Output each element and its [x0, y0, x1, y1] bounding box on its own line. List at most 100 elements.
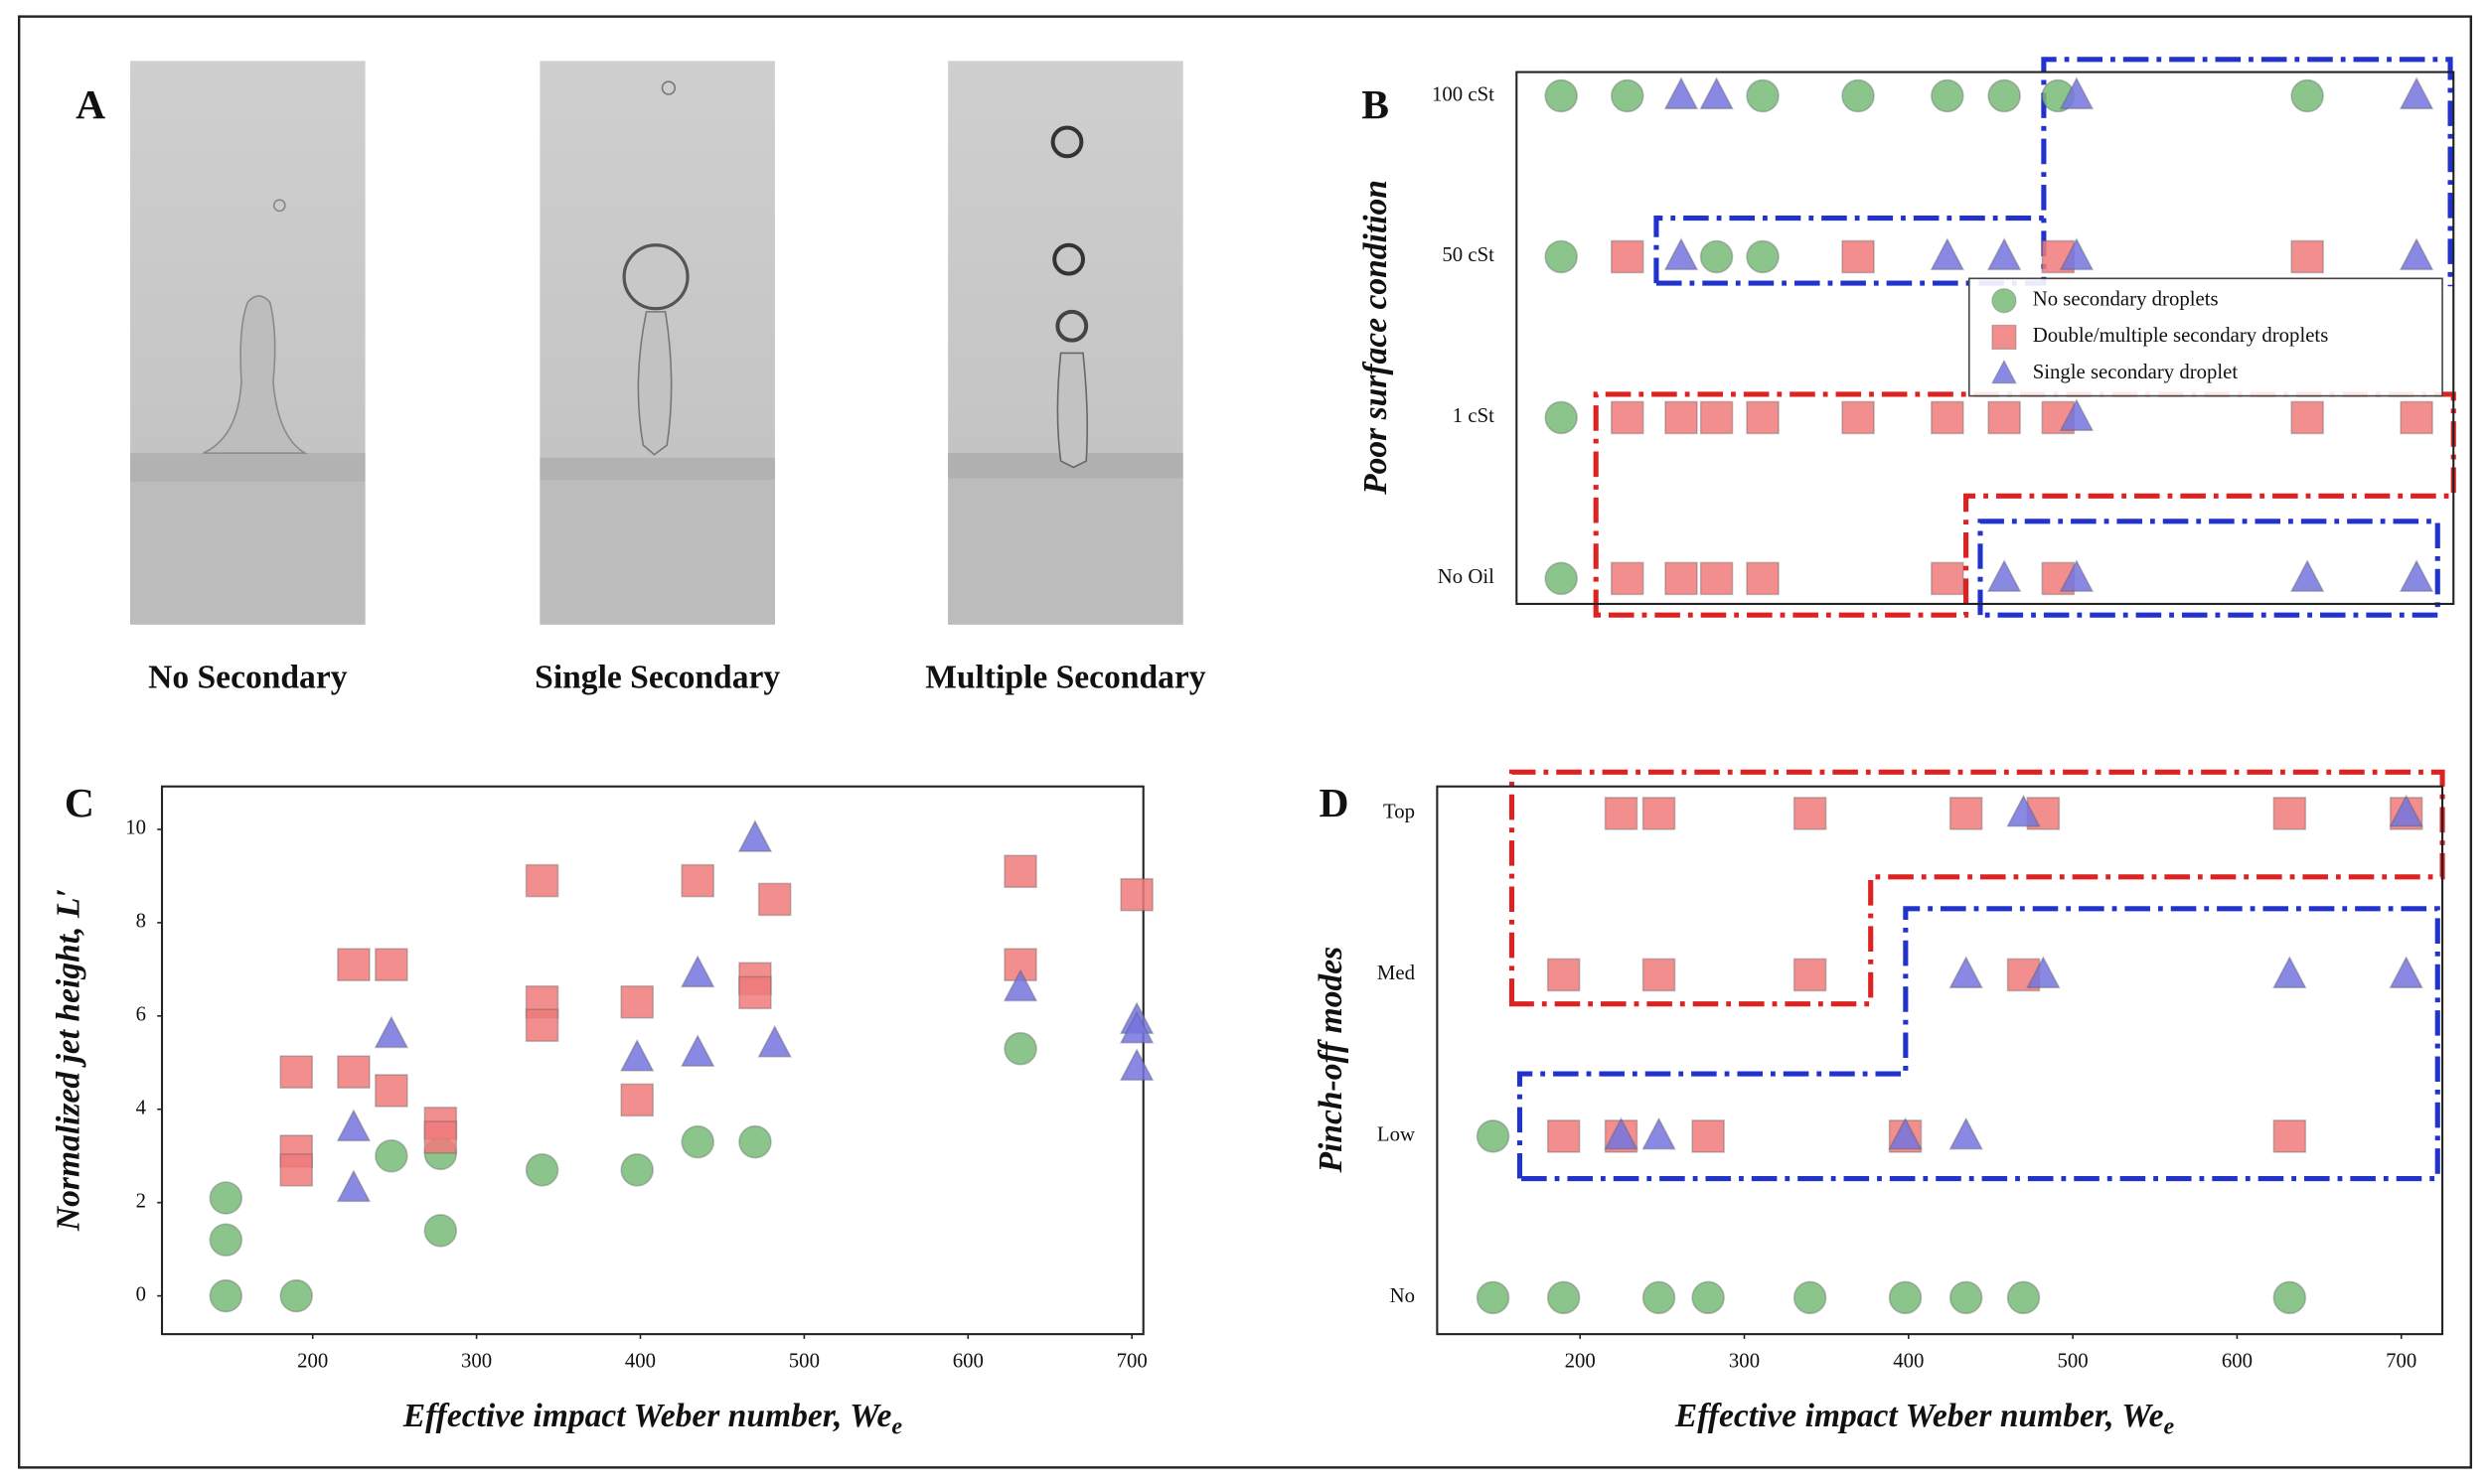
point	[1610, 239, 1644, 274]
point	[1691, 1280, 1725, 1315]
point	[1948, 956, 1983, 988]
point	[1948, 1280, 1983, 1315]
point	[1120, 877, 1154, 912]
point	[1546, 1119, 1581, 1153]
photo-no-secondary	[130, 61, 366, 625]
y-tick-label: 10	[125, 816, 146, 839]
point	[2289, 559, 2325, 592]
y-tick-label: 0	[136, 1282, 146, 1305]
region-outlines	[1508, 57, 2456, 1182]
point	[757, 1024, 793, 1058]
point	[2059, 398, 2095, 432]
legend-label: Single secondary droplet	[2033, 361, 2239, 383]
x-tick-label: 700	[2386, 1350, 2416, 1373]
point	[1604, 1116, 1638, 1150]
y-tick-label: 2	[136, 1189, 146, 1212]
y-tick-label: Med	[1377, 962, 1416, 984]
point	[1699, 76, 1734, 110]
y-tick-label: Low	[1377, 1123, 1415, 1146]
point	[1746, 400, 1780, 435]
point	[1544, 561, 1578, 596]
point	[209, 1181, 243, 1215]
point	[1119, 1010, 1155, 1044]
point	[1746, 239, 1780, 274]
point	[620, 1083, 654, 1117]
point	[337, 1055, 371, 1089]
point	[2026, 956, 2061, 988]
point	[1746, 78, 1780, 113]
x-tick-label: 200	[297, 1350, 328, 1373]
point	[374, 1015, 409, 1049]
x-axis-label-main: Effective impact Weber number, We	[402, 1398, 892, 1434]
point	[525, 863, 559, 898]
y-tick-label: 6	[136, 1003, 146, 1026]
point	[1664, 561, 1698, 596]
plot-frame	[1436, 785, 2444, 1336]
y-tick-label: 4	[136, 1097, 147, 1119]
point	[1663, 237, 1699, 271]
x-axis-label: Effective impact Weber number, Wee	[1674, 1398, 2175, 1439]
x-axis-label-sub: e	[2164, 1413, 2175, 1439]
point	[1119, 1048, 1155, 1082]
point	[1610, 561, 1644, 596]
point	[680, 1034, 715, 1067]
x-axis-label-main: Effective impact Weber number, We	[1674, 1398, 2164, 1434]
point	[1004, 1031, 1037, 1066]
photo-single-secondary	[540, 61, 775, 625]
point	[209, 1278, 243, 1313]
legend-label: Double/multiple secondary droplets	[2033, 324, 2329, 347]
point	[2272, 956, 2307, 988]
point	[680, 955, 715, 988]
point	[738, 1124, 772, 1159]
y-tick-label: 100 cSt	[1432, 82, 1494, 105]
point	[1986, 237, 2022, 271]
y-axis-label: Poor surface condition	[1357, 180, 1394, 496]
point	[1841, 78, 1875, 113]
point	[279, 1153, 314, 1187]
panel-label: C	[65, 780, 94, 825]
point	[681, 863, 714, 898]
point	[279, 1278, 314, 1313]
point	[2059, 76, 2095, 110]
x-tick-label: 600	[2222, 1350, 2253, 1373]
y-axis-label: Pinch-off modes	[1313, 947, 1349, 1174]
point	[525, 1008, 559, 1042]
point	[2059, 237, 2095, 271]
point	[620, 984, 654, 1019]
point	[1931, 78, 1964, 113]
point	[2290, 400, 2324, 435]
point	[2272, 1119, 2307, 1153]
point	[1986, 559, 2022, 592]
x-tick-label: 500	[2058, 1350, 2089, 1373]
x-tick-label: 200	[1565, 1350, 1596, 1373]
point	[1641, 1280, 1676, 1315]
point	[1476, 1280, 1510, 1315]
point	[337, 948, 371, 981]
point	[2400, 400, 2433, 435]
photo-multiple-secondary	[948, 61, 1183, 625]
y-tick-label: Top	[1383, 801, 1415, 823]
point	[336, 1169, 372, 1203]
point	[2399, 237, 2434, 271]
point	[1544, 78, 1578, 113]
point	[1476, 1119, 1510, 1153]
point	[2059, 559, 2095, 592]
point	[1792, 797, 1827, 830]
point	[1792, 958, 1827, 992]
point	[1664, 400, 1698, 435]
y-tick-label: No Oil	[1438, 565, 1494, 588]
panel-label: B	[1361, 81, 1389, 127]
point	[681, 1124, 714, 1159]
legend-box	[1967, 277, 2443, 397]
legend-marker	[1991, 324, 2017, 351]
y-tick-label: 50 cSt	[1442, 243, 1494, 266]
point	[1004, 854, 1037, 889]
legend-label: No secondary droplets	[2033, 287, 2219, 310]
point	[375, 948, 408, 981]
point	[2389, 794, 2423, 827]
x-tick-label: 600	[953, 1350, 984, 1373]
plot-frame	[1515, 71, 2455, 605]
point	[757, 882, 792, 917]
point	[2272, 1280, 2307, 1315]
point	[2006, 794, 2041, 827]
